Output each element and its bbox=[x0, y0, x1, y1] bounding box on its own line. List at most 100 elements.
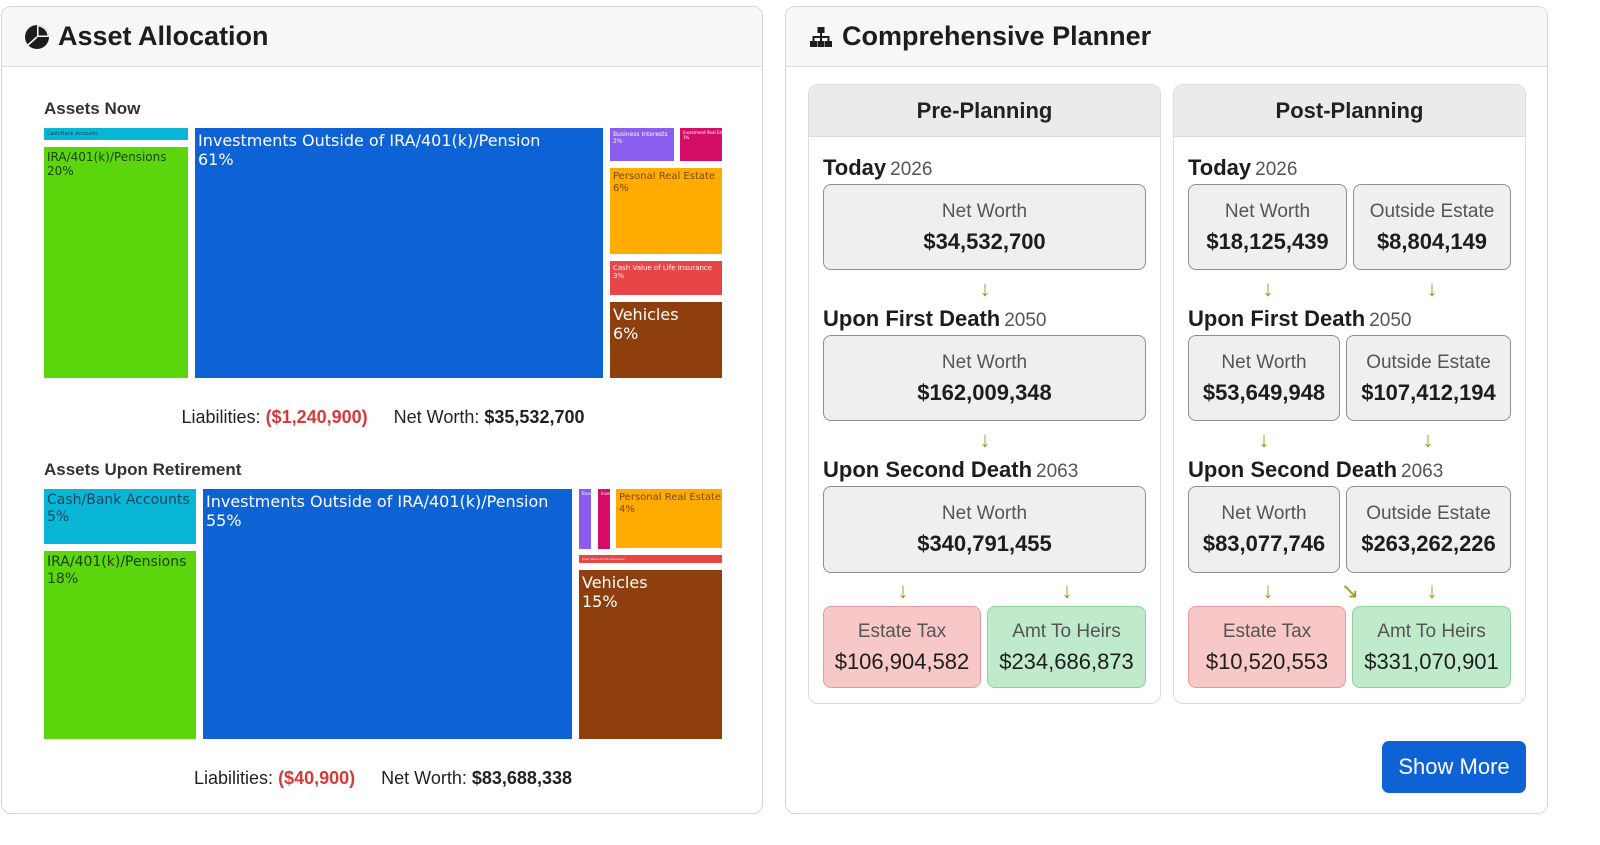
treemap-tile-label: Cash/Bank Accounts bbox=[47, 131, 98, 137]
arrow-down-icon: ↓ bbox=[1426, 578, 1438, 603]
post-amt-to-heirs-box: Amt To Heirs $331,070,901 bbox=[1352, 606, 1511, 688]
stage-year: 2050 bbox=[1369, 310, 1412, 331]
pre-planning-heading: Pre-Planning bbox=[809, 85, 1160, 137]
arrow-down-icon: ↓ bbox=[979, 427, 991, 452]
stage-label: Upon Second Death bbox=[1188, 457, 1398, 482]
treemap-tile[interactable]: Business Interests 2% bbox=[610, 128, 674, 161]
liabilities-value: ($1,240,900) bbox=[265, 407, 368, 427]
liabilities-label: Liabilities: bbox=[194, 768, 274, 788]
arrow-down-icon: ↓ bbox=[1262, 276, 1274, 301]
treemap-tile-label: Vehicles 15% bbox=[582, 573, 648, 612]
arrow-down-right-icon: ↘ bbox=[1340, 578, 1360, 603]
treemap-tile[interactable]: IRA/401(k)/Pensions 18% bbox=[44, 551, 196, 739]
treemap-tile-label: IRA/401(k)/Pensions 20% bbox=[47, 150, 167, 179]
treemap-tile[interactable]: Cash Value of Life Insurance 3% bbox=[610, 261, 722, 295]
assets-retirement-label: Assets Upon Retirement bbox=[44, 460, 242, 479]
treemap-tile[interactable]: Investment Real Estate bbox=[598, 489, 610, 549]
treemap-tile[interactable]: IRA/401(k)/Pensions 20% bbox=[44, 147, 188, 378]
arrow-down-icon: ↓ bbox=[1422, 427, 1434, 452]
stage-today: Today 2026 bbox=[823, 155, 932, 181]
post-planning-heading: Post-Planning bbox=[1174, 85, 1525, 137]
liabilities-value: ($40,900) bbox=[278, 768, 356, 788]
post-first-net-worth-box: Net Worth $53,649,948 bbox=[1188, 335, 1340, 421]
comprehensive-planner-card: Comprehensive Planner Pre-Planning Today… bbox=[785, 6, 1548, 814]
asset-allocation-card: Asset Allocation Assets Now Cash/Bank Ac… bbox=[1, 6, 763, 814]
box-label: Estate Tax bbox=[1222, 621, 1312, 642]
box-label: Net Worth bbox=[941, 503, 1028, 524]
treemap-tile[interactable]: Cash Value of Life Insurance bbox=[579, 555, 722, 563]
box-value: $53,649,948 bbox=[1202, 380, 1326, 405]
box-value: $234,686,873 bbox=[999, 649, 1134, 674]
sitemap-icon bbox=[810, 26, 832, 47]
box-value: $8,804,149 bbox=[1376, 229, 1488, 254]
pre-second-net-worth-box: Net Worth $340,791,455 bbox=[823, 486, 1146, 573]
pre-today-net-worth-box: Net Worth $34,532,700 bbox=[823, 184, 1146, 270]
post-second-net-worth-box: Net Worth $83,077,746 bbox=[1188, 486, 1340, 573]
asset-allocation-title: Asset Allocation bbox=[58, 21, 269, 51]
treemap-tile[interactable]: Investments Outside of IRA/401(k)/Pensio… bbox=[203, 489, 572, 739]
treemap-tile-label: Investments Outside of IRA/401(k)/Pensio… bbox=[198, 131, 541, 170]
stage-label: Today bbox=[1188, 155, 1252, 180]
box-value: $34,532,700 bbox=[923, 229, 1046, 254]
post-planning-column: Post-Planning Today 2026 Net Worth $18,12… bbox=[1173, 84, 1526, 704]
stage-year: 2063 bbox=[1401, 461, 1444, 482]
treemap-tile-label: Investment Real Estate 1% bbox=[683, 130, 722, 140]
stage-year: 2050 bbox=[1004, 310, 1047, 331]
planner-header: Comprehensive Planner bbox=[786, 7, 1547, 67]
treemap-tile[interactable]: Vehicles 6% bbox=[610, 302, 722, 378]
box-label: Net Worth bbox=[941, 201, 1028, 222]
pre-planning-column: Pre-Planning Today 2026 Net Worth $34,532… bbox=[808, 84, 1161, 704]
box-value: $263,262,226 bbox=[1361, 531, 1496, 556]
treemap-tile-label: IRA/401(k)/Pensions 18% bbox=[47, 554, 187, 587]
treemap-tile-label: Vehicles 6% bbox=[613, 305, 679, 344]
pre-amt-to-heirs-box: Amt To Heirs $234,686,873 bbox=[987, 606, 1146, 688]
arrow-down-icon: ↓ bbox=[1262, 578, 1274, 603]
treemap-tile[interactable]: Cash/Bank Accounts 5% bbox=[44, 489, 196, 544]
box-value: $83,077,746 bbox=[1202, 531, 1326, 556]
stage-today: Today 2026 bbox=[1188, 155, 1297, 181]
arrow-down-icon: ↓ bbox=[1426, 276, 1438, 301]
treemap-tile[interactable]: Business Interests bbox=[579, 489, 591, 549]
net-worth-value: $35,532,700 bbox=[484, 407, 585, 427]
treemap-tile[interactable]: Personal Real Estate 6% bbox=[610, 168, 722, 254]
net-worth-label: Net Worth: bbox=[393, 407, 480, 427]
treemap-tile[interactable]: Personal Real Estate 4% bbox=[616, 489, 722, 548]
treemap-tile-label: Cash Value of Life Insurance 3% bbox=[613, 264, 713, 281]
treemap-tile-label: Cash/Bank Accounts 5% bbox=[47, 492, 190, 525]
box-label: Net Worth bbox=[1221, 352, 1307, 373]
stage-label: Today bbox=[823, 155, 887, 180]
box-value: $10,520,553 bbox=[1205, 649, 1329, 674]
pre-estate-tax-box: Estate Tax $106,904,582 bbox=[823, 606, 981, 688]
show-more-button[interactable]: Show More bbox=[1382, 741, 1526, 793]
assets-retirement-treemap: Cash/Bank Accounts 5% IRA/401(k)/Pensions… bbox=[44, 489, 722, 739]
stage-year: 2026 bbox=[890, 159, 933, 180]
net-worth-value: $83,688,338 bbox=[471, 768, 572, 788]
post-second-outside-estate-box: Outside Estate $263,262,226 bbox=[1346, 486, 1511, 573]
box-label: Net Worth bbox=[941, 352, 1028, 373]
box-label: Net Worth bbox=[1221, 503, 1307, 524]
box-label: Net Worth bbox=[1224, 201, 1311, 222]
stage-second-death: Upon Second Death 2063 bbox=[823, 457, 1078, 483]
treemap-tile-label: Cash Value of Life Insurance bbox=[582, 557, 625, 561]
box-value: $331,070,901 bbox=[1364, 649, 1499, 674]
treemap-tile[interactable]: Investments Outside of IRA/401(k)/Pensio… bbox=[195, 128, 603, 378]
assets-retirement-summary: Liabilities: ($40,900) Net Worth: $83,68… bbox=[2, 768, 762, 789]
treemap-tile[interactable]: Vehicles 15% bbox=[579, 570, 722, 739]
stage-first-death: Upon First Death 2050 bbox=[1188, 306, 1412, 332]
treemap-tile-label: Personal Real Estate 6% bbox=[613, 171, 716, 194]
stage-first-death: Upon First Death 2050 bbox=[823, 306, 1047, 332]
treemap-tile[interactable]: Cash/Bank Accounts bbox=[44, 128, 188, 140]
post-today-outside-estate-box: Outside Estate $8,804,149 bbox=[1353, 184, 1511, 270]
box-value: $162,009,348 bbox=[917, 380, 1052, 405]
stage-second-death: Upon Second Death 2063 bbox=[1188, 457, 1443, 483]
pie-chart-icon bbox=[25, 24, 49, 49]
treemap-tile-label: Business Interests bbox=[582, 491, 591, 496]
box-label: Outside Estate bbox=[1369, 201, 1495, 222]
treemap-tile[interactable]: Investment Real Estate 1% bbox=[680, 128, 722, 161]
post-estate-tax-box: Estate Tax $10,520,553 bbox=[1188, 606, 1346, 688]
box-value: $106,904,582 bbox=[834, 649, 970, 674]
stage-label: Upon First Death bbox=[823, 306, 1001, 331]
assets-now-summary: Liabilities: ($1,240,900) Net Worth: $35… bbox=[2, 407, 762, 428]
stage-year: 2026 bbox=[1255, 159, 1298, 180]
box-label: Amt To Heirs bbox=[1377, 621, 1486, 642]
